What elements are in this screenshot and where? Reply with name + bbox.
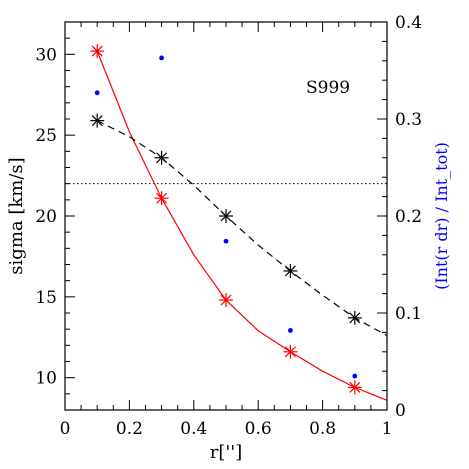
y-tick-label: 25	[35, 126, 57, 146]
star-stroke	[284, 346, 296, 358]
star-stroke	[220, 294, 232, 306]
y-tick-label: 10	[35, 369, 57, 389]
data-point-star	[347, 380, 362, 395]
data-point-star	[283, 263, 298, 278]
star-stroke	[91, 115, 103, 127]
series-line-dashed	[96, 120, 388, 337]
data-point-dot	[352, 373, 358, 379]
data-point-dot	[159, 55, 165, 61]
y-tick-label: 30	[35, 45, 57, 65]
data-point-star	[283, 344, 298, 359]
star-stroke	[349, 381, 361, 393]
star-stroke	[156, 152, 168, 164]
data-point-star	[347, 310, 362, 325]
y-right-tick-label: 0.1	[395, 304, 422, 324]
y-axis-label: sigma [km/s]	[6, 157, 27, 274]
star-stroke	[284, 265, 296, 277]
x-tick-label: 0	[60, 419, 71, 439]
data-point-dot	[94, 90, 100, 96]
y-right-tick-label: 0	[395, 401, 406, 421]
series-layer	[90, 44, 388, 401]
data-point-star	[90, 113, 105, 128]
y-axis-right-label: (Int(r dr) / Int_tot)	[432, 142, 451, 290]
star-stroke	[156, 192, 168, 204]
data-point-star	[219, 209, 233, 223]
star-stroke	[91, 45, 103, 57]
y-right-tick-label: 0.4	[395, 13, 422, 33]
x-tick-label: 0.4	[180, 419, 207, 439]
data-point-star	[154, 191, 169, 206]
data-point-dot	[288, 328, 293, 333]
x-axis-label: r['']	[210, 442, 243, 463]
y-right-tick-label: 0.3	[395, 110, 422, 130]
data-point-star	[90, 44, 105, 59]
y-tick-label: 15	[35, 288, 57, 308]
star-stroke	[220, 210, 232, 222]
x-tick-label: 0.8	[309, 419, 336, 439]
data-point-star	[219, 293, 233, 308]
y-right-tick-label: 0.2	[395, 207, 422, 227]
ticks-layer: 0 0.2 0.4 0.6 0.8 1 10 15 20 25 30 0 0.1 0.2 0.3 0.4	[35, 13, 422, 439]
star-stroke	[349, 312, 361, 324]
data-point-star	[154, 150, 169, 165]
y-tick-label: 20	[35, 207, 57, 227]
x-tick-label: 1	[382, 419, 393, 439]
x-tick-label: 0.2	[116, 419, 143, 439]
data-point-dot	[223, 238, 229, 244]
series-line-solid	[96, 50, 388, 401]
x-tick-label: 0.6	[245, 419, 272, 439]
annotation-label: S999	[306, 78, 350, 98]
